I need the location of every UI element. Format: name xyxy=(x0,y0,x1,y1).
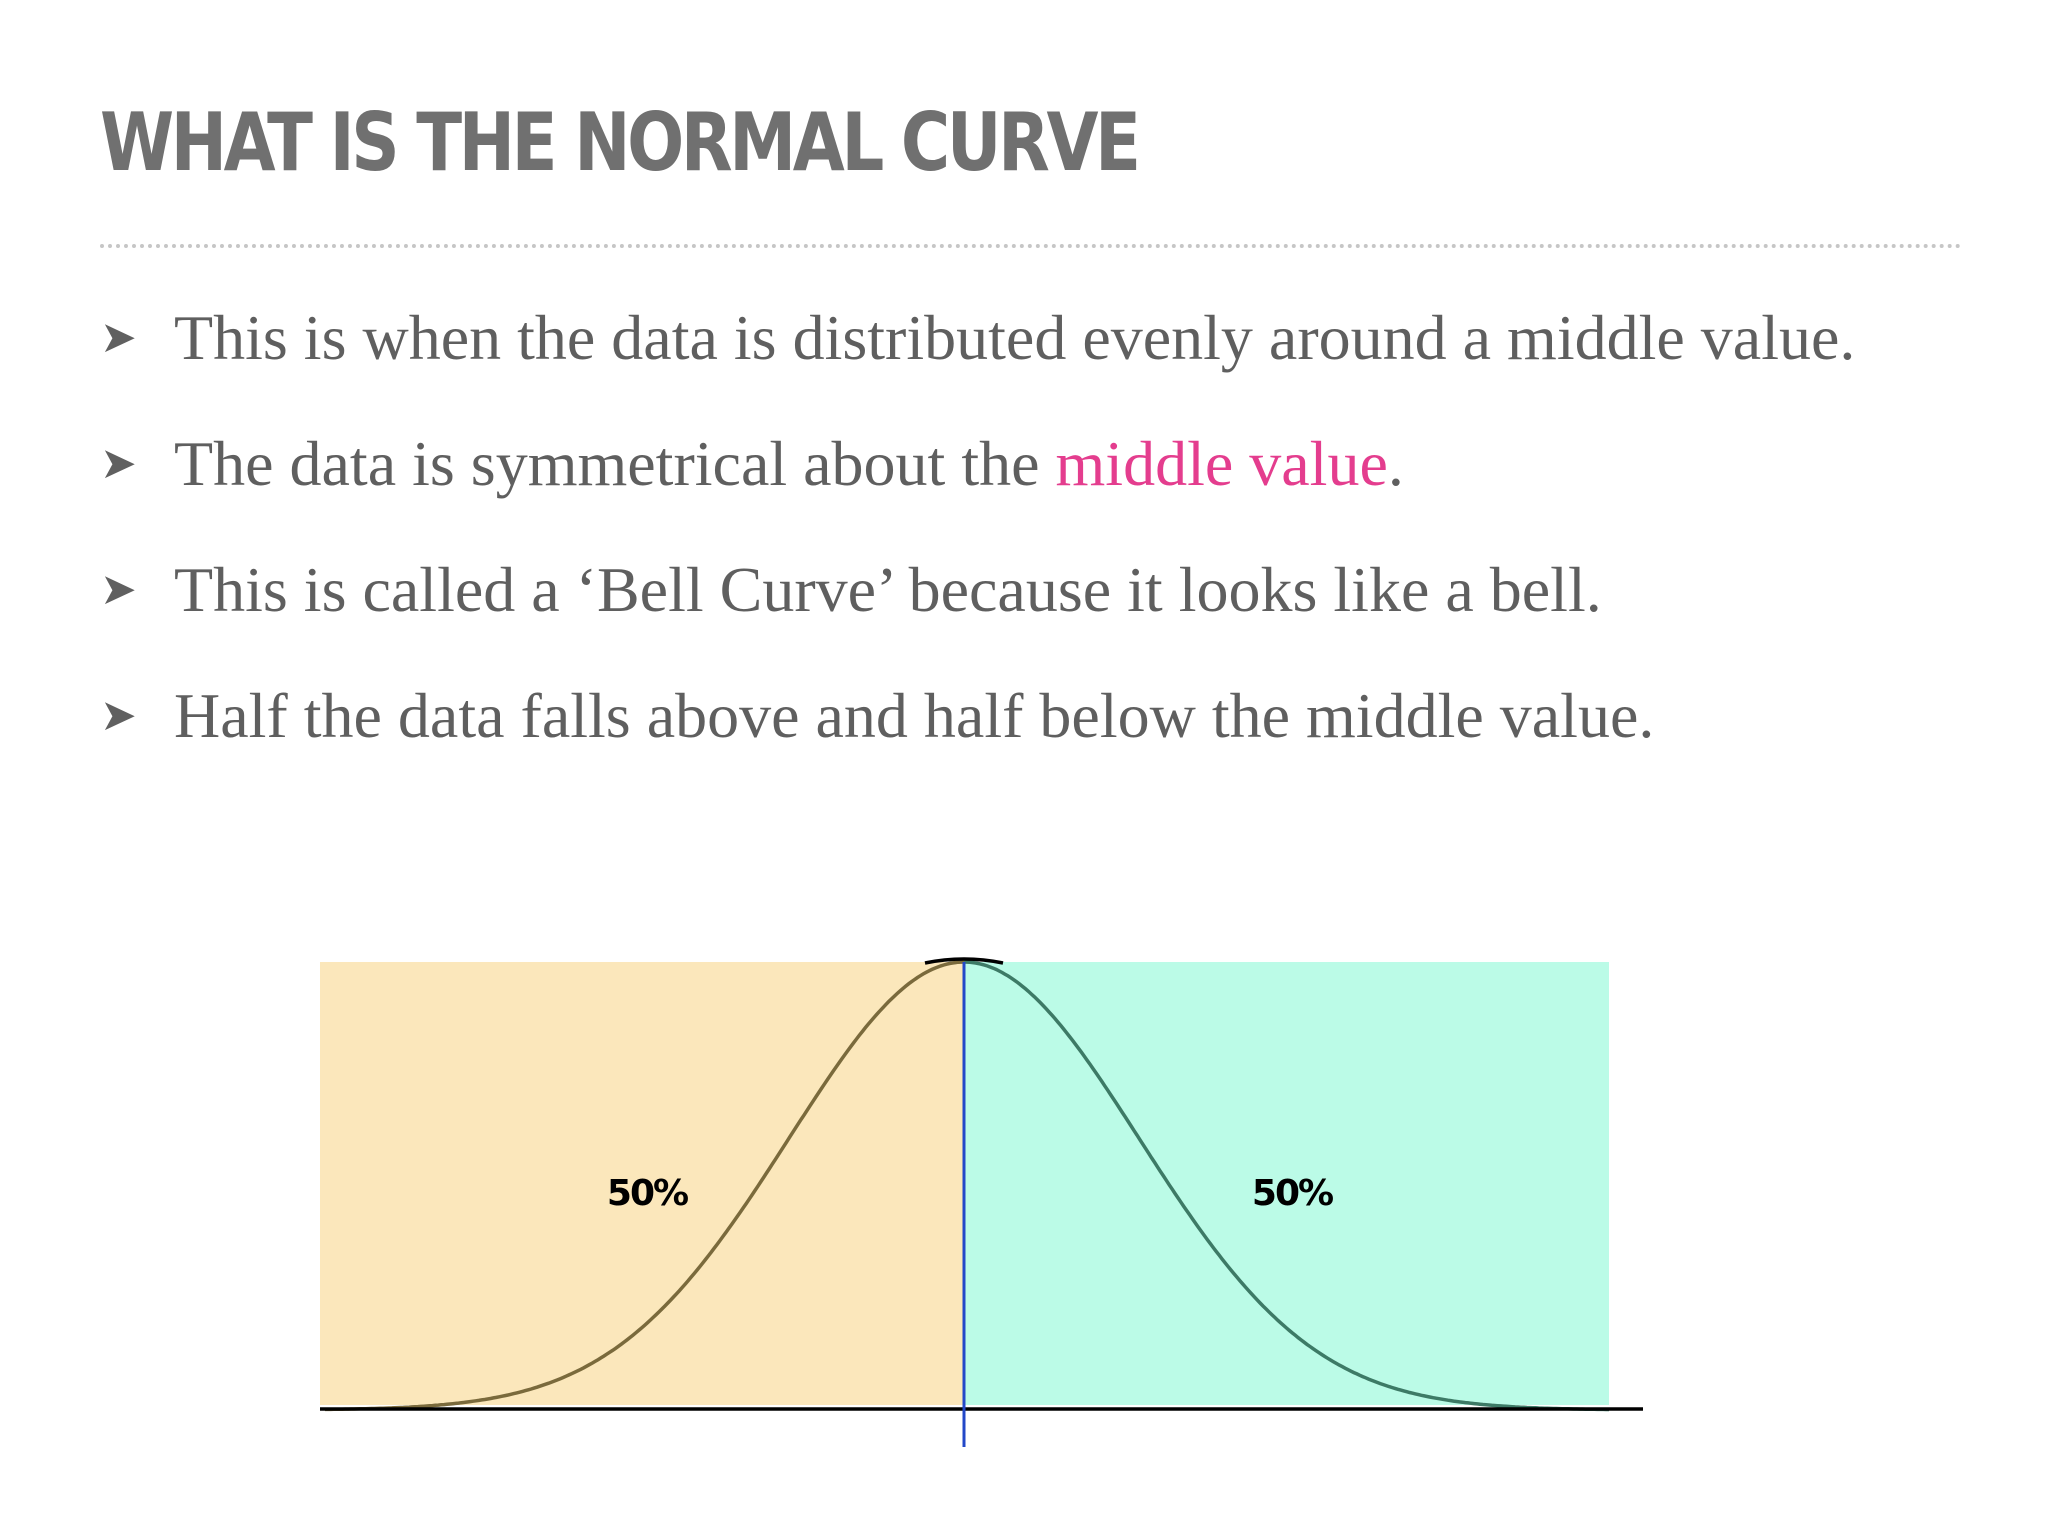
bullet-item: ➤ This is when the data is distributed e… xyxy=(100,295,1960,381)
arrow-bullet-icon: ➤ xyxy=(100,564,137,615)
highlighted-term: middle value xyxy=(1055,428,1388,499)
right-percent-label: 50% xyxy=(1252,1173,1333,1214)
title-divider xyxy=(100,244,1962,248)
right-half-region xyxy=(964,962,1609,1405)
left-half-region xyxy=(320,962,964,1405)
bullet-list: ➤ This is when the data is distributed e… xyxy=(100,295,1960,799)
bullet-item: ➤ Half the data falls above and half bel… xyxy=(100,673,1960,759)
bullet-text-start: The data is symmetrical about the xyxy=(174,428,1056,499)
left-percent-label: 50% xyxy=(607,1173,688,1214)
bullet-text: This is when the data is distributed eve… xyxy=(174,302,1856,373)
bell-curve-right xyxy=(963,960,1609,1412)
arrow-bullet-icon: ➤ xyxy=(100,690,137,741)
bullet-text: This is called a ‘Bell Curve’ because it… xyxy=(174,554,1602,625)
bullet-text: Half the data falls above and half below… xyxy=(174,680,1655,751)
bullet-text-end: . xyxy=(1387,428,1404,499)
arrow-bullet-icon: ➤ xyxy=(100,312,137,363)
slide-title: WHAT IS THE NORMAL CURVE xyxy=(100,96,1141,189)
curve-peak xyxy=(924,957,1004,965)
arrow-bullet-icon: ➤ xyxy=(100,438,137,489)
bell-curve-left xyxy=(325,960,965,1412)
bullet-item: ➤ This is called a ‘Bell Curve’ because … xyxy=(100,547,1960,633)
bell-curve-diagram: 50% 50% xyxy=(320,957,1643,1447)
bullet-item: ➤ The data is symmetrical about the midd… xyxy=(100,421,1960,507)
